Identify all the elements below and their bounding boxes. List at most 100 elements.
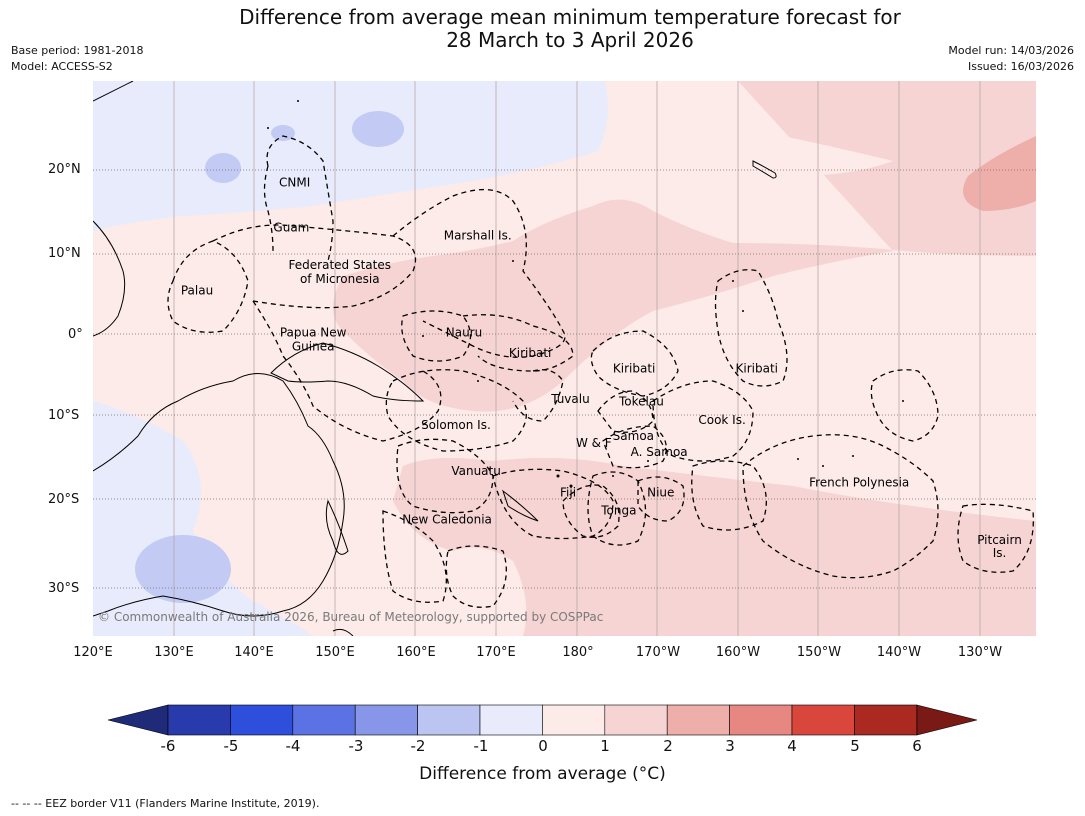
cb-tick: 4 <box>787 737 797 755</box>
colorbar-segments <box>167 704 918 736</box>
meta-right: Model run: 14/03/2026 Issued: 16/03/2026 <box>948 43 1074 75</box>
eez-fp-marquesas <box>870 369 939 442</box>
cb-tick: 3 <box>725 737 735 755</box>
colorbar-segment <box>604 704 668 736</box>
anomaly-minus2-patch <box>205 153 241 183</box>
place-label: Solomon Is. <box>421 418 491 432</box>
chart-title: Difference from average mean minimum tem… <box>0 6 1085 52</box>
cb-tick: -5 <box>223 737 239 755</box>
anomaly-minus2-patch <box>135 535 231 603</box>
lat-label-10n: 10°N <box>48 246 81 261</box>
place-label: Niue <box>647 485 674 499</box>
place-label: W & F <box>576 436 612 450</box>
lat-label-10s: 10°S <box>48 408 80 423</box>
cb-tick: 2 <box>663 737 673 755</box>
place-label: French Polynesia <box>809 476 909 490</box>
cb-tick: 6 <box>912 737 922 755</box>
place-label: Pitcairn <box>977 533 1022 547</box>
eez-solomon <box>385 369 527 452</box>
cb-tick: -1 <box>473 737 489 755</box>
place-label: Nauru <box>446 325 482 339</box>
place-label: Palau <box>181 284 213 298</box>
place-label: Is. <box>993 546 1007 560</box>
colorbar-segment <box>791 704 855 736</box>
tasmania-coast <box>332 628 354 636</box>
eez-phoenix <box>590 330 679 397</box>
lon-label-170e: 170°E <box>476 645 516 660</box>
eez-samoa <box>602 425 667 469</box>
title-line-2: 28 March to 3 April 2026 <box>446 28 694 52</box>
lon-label-140w: 140°W <box>876 645 922 660</box>
colorbar-segment <box>417 704 481 736</box>
place-label: Marshall Is. <box>444 229 512 243</box>
cb-tick: 5 <box>850 737 860 755</box>
place-label: Guam <box>273 221 309 235</box>
place-label: Kiribati <box>613 362 655 376</box>
anomaly-minus1-north <box>93 81 608 231</box>
place-label: Federated States <box>289 258 391 272</box>
lon-label-180: 180° <box>562 645 594 660</box>
cb-tick: -6 <box>160 737 176 755</box>
colorbar-under-arrow <box>107 704 169 736</box>
eez-french-polynesia <box>742 434 939 579</box>
meta-left: Base period: 1981-2018 Model: ACCESS-S2 <box>11 43 143 75</box>
islands <box>267 100 904 488</box>
eez-guam <box>263 165 274 252</box>
philippines-coast <box>93 220 126 337</box>
cb-tick: 1 <box>600 737 610 755</box>
eez-kiribati-gilbert <box>462 314 574 372</box>
lat-label-30s: 30°S <box>48 581 80 596</box>
lon-label-120e: 120°E <box>73 645 113 660</box>
issued-date: Issued: 16/03/2026 <box>967 60 1074 73</box>
colorbar-segment <box>542 704 606 736</box>
place-label: Vanuatu <box>451 464 501 478</box>
eez-tuvalu <box>512 369 564 422</box>
eez-tokelau <box>597 390 654 433</box>
base-period: Base period: 1981-2018 <box>11 44 144 57</box>
place-label: of Micronesia <box>300 272 380 286</box>
colorbar-segment <box>854 704 918 736</box>
lon-label-150w: 150°W <box>796 645 842 660</box>
place-label: Cook Is. <box>698 413 745 427</box>
copyright-notice: © Commonwealth of Australia 2026, Bureau… <box>98 610 603 624</box>
asia-coast <box>93 81 134 102</box>
model-run: Model run: 14/03/2026 <box>948 44 1074 57</box>
cb-tick: 0 <box>538 737 548 755</box>
place-label: Tuvalu <box>550 392 590 406</box>
lon-label-170w: 170°W <box>635 645 681 660</box>
colorbar-segment <box>230 704 294 736</box>
eez-niue <box>637 476 685 522</box>
lon-label-150e: 150°E <box>315 645 355 660</box>
colorbar-segment <box>479 704 543 736</box>
anomaly-2-to-3 <box>963 136 1036 211</box>
place-label: Kiribati <box>736 362 778 376</box>
colorbar-segment <box>292 704 356 736</box>
place-label: Fiji <box>560 485 576 499</box>
place-label: Kiribati <box>509 346 551 360</box>
place-label: Papua New <box>280 325 347 339</box>
anomaly-1-to-2-south <box>393 457 1036 636</box>
eez-borders <box>167 135 1034 608</box>
lat-label-0: 0° <box>68 327 83 342</box>
eez-tonga <box>587 471 647 546</box>
cb-tick: -3 <box>348 737 364 755</box>
eez-fiji <box>492 468 614 540</box>
place-label: CNMI <box>279 175 310 189</box>
place-label: A. Samoa <box>631 445 688 459</box>
model-name: Model: ACCESS-S2 <box>11 60 113 73</box>
coral-coast <box>325 499 349 555</box>
eez-footnote: -- -- -- EEZ border V11 (Flanders Marine… <box>11 797 320 810</box>
colorbar-label: Difference from average (°C) <box>419 764 666 784</box>
place-label: Tonga <box>600 503 636 517</box>
eez-line-islands <box>714 269 788 387</box>
eez-pitcairn <box>957 503 1034 573</box>
map-panel: CNMI Guam Marshall Is. Federated States of M… <box>93 81 1036 636</box>
lon-label-160e: 160°E <box>396 645 436 660</box>
colorbar <box>107 704 978 736</box>
place-label: Guinea <box>292 339 335 353</box>
anomaly-minus2-patch <box>271 125 295 141</box>
eez-fsm <box>212 224 417 309</box>
new-caledonia-coast <box>502 489 539 522</box>
